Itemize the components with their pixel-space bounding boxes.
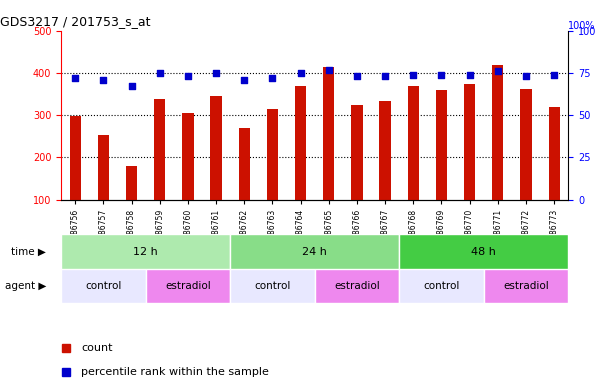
Point [324, 66, 334, 73]
Point [352, 73, 362, 79]
Point [155, 70, 164, 76]
Bar [351, 104, 362, 200]
Bar [98, 135, 109, 200]
Bar [549, 107, 560, 200]
Text: estradiol: estradiol [334, 281, 380, 291]
Text: time ▶: time ▶ [11, 247, 46, 257]
Bar [126, 166, 137, 200]
Bar [230, 234, 399, 269]
Point [408, 71, 418, 78]
Bar [323, 67, 334, 200]
Text: estradiol: estradiol [165, 281, 211, 291]
Point [70, 75, 80, 81]
Text: control: control [423, 281, 459, 291]
Point [436, 71, 446, 78]
Bar [379, 101, 391, 200]
Bar [210, 96, 222, 200]
Point [549, 71, 559, 78]
Text: 48 h: 48 h [471, 247, 496, 257]
Point [126, 83, 136, 89]
Bar [399, 269, 484, 303]
Bar [295, 86, 306, 200]
Point [465, 71, 475, 78]
Text: GDS3217 / 201753_s_at: GDS3217 / 201753_s_at [0, 15, 150, 28]
Bar [267, 109, 278, 200]
Point [380, 73, 390, 79]
Text: agent ▶: agent ▶ [4, 281, 46, 291]
Point [98, 77, 108, 83]
Bar [521, 89, 532, 200]
Text: 100%: 100% [568, 21, 596, 31]
Bar [145, 269, 230, 303]
Bar [464, 84, 475, 200]
Bar [408, 86, 419, 200]
Bar [154, 99, 166, 200]
Bar [315, 269, 399, 303]
Bar [61, 269, 145, 303]
Point [183, 73, 193, 79]
Bar [70, 116, 81, 200]
Bar [61, 234, 230, 269]
Point [296, 70, 306, 76]
Text: 12 h: 12 h [133, 247, 158, 257]
Text: control: control [254, 281, 291, 291]
Text: estradiol: estradiol [503, 281, 549, 291]
Bar [238, 128, 250, 200]
Text: control: control [85, 281, 122, 291]
Bar [230, 269, 315, 303]
Point [521, 73, 531, 79]
Text: 24 h: 24 h [302, 247, 327, 257]
Point [211, 70, 221, 76]
Bar [484, 269, 568, 303]
Point [268, 75, 277, 81]
Bar [399, 234, 568, 269]
Bar [436, 90, 447, 200]
Point [240, 77, 249, 83]
Point [493, 68, 503, 74]
Bar [492, 65, 503, 200]
Text: percentile rank within the sample: percentile rank within the sample [81, 367, 269, 377]
Text: count: count [81, 343, 113, 354]
Bar [182, 113, 194, 200]
